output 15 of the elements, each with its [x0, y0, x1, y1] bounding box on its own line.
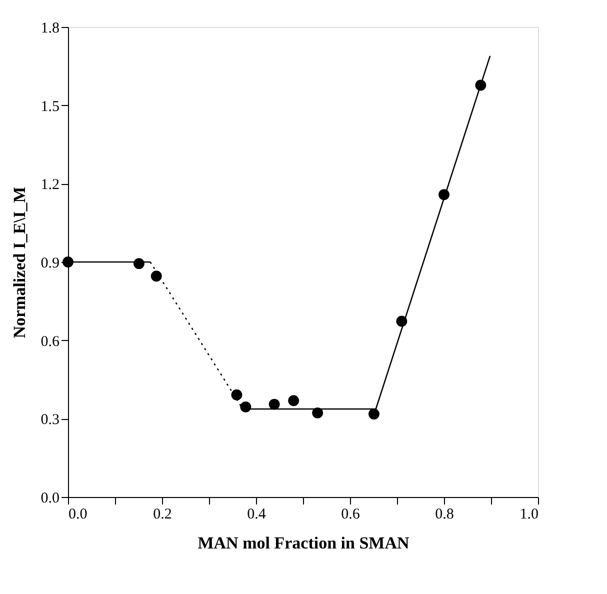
y-tick-label: 1.5: [40, 98, 60, 115]
y-tick-label: 0.0: [40, 490, 60, 506]
x-tick-label: 1.0: [520, 506, 538, 522]
y-tick-label: 1.8: [40, 20, 60, 36]
x-axis-title: MAN mol Fraction in SMAN: [198, 534, 410, 552]
y-tick-label: 0.9: [40, 256, 60, 272]
y-tick-label: 0.6: [40, 334, 60, 350]
x-tick-label: 0.6: [341, 506, 360, 522]
x-tick-label: 0.8: [435, 506, 454, 522]
x-tick-label: 0.2: [153, 506, 172, 522]
y-tick-label: 1.2: [40, 177, 60, 194]
y-tick-label: 0.3: [40, 412, 60, 428]
x-tick-label: 0.0: [68, 506, 88, 522]
x-tick-label: 0.4: [247, 506, 266, 522]
y-axis-title: Normalized I_E\I_M: [10, 186, 29, 338]
